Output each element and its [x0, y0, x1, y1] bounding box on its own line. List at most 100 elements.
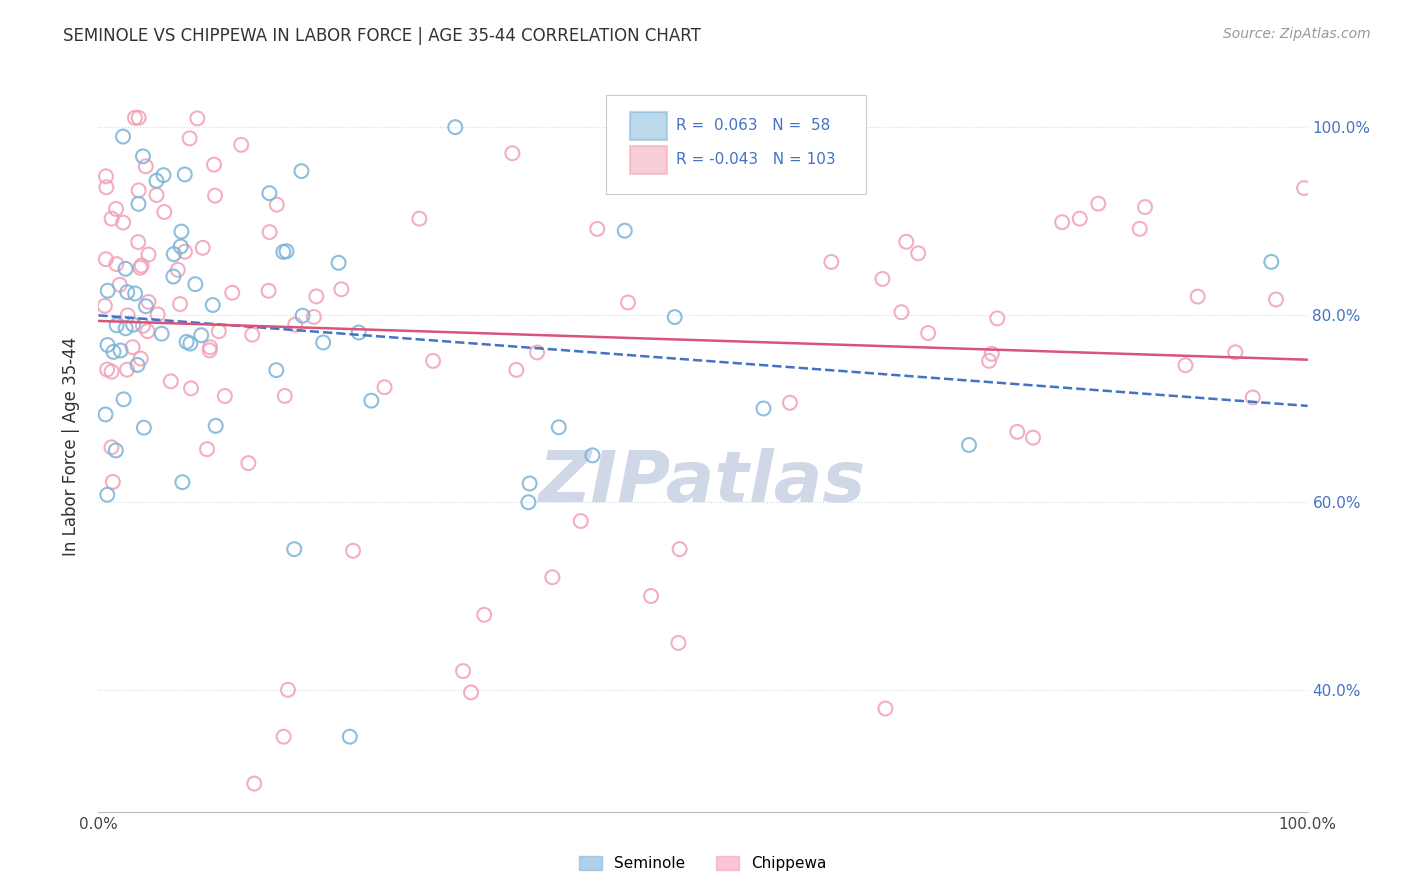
Text: R = -0.043   N = 103: R = -0.043 N = 103: [676, 152, 837, 167]
Point: [114, 261, 136, 276]
Point: [127, 358, 149, 372]
Point: [145, 188, 167, 202]
Point: [779, 396, 801, 410]
Point: [664, 310, 686, 324]
Point: [875, 701, 897, 715]
Point: [274, 389, 297, 403]
Point: [170, 225, 193, 239]
Point: [541, 570, 564, 584]
Point: [1022, 431, 1045, 445]
Text: ZIPatlas: ZIPatlas: [540, 448, 866, 517]
Point: [121, 340, 143, 354]
Point: [231, 137, 253, 152]
Point: [1069, 211, 1091, 226]
Point: [166, 262, 188, 277]
Point: [1129, 222, 1152, 236]
Point: [342, 543, 364, 558]
Point: [132, 318, 155, 333]
Point: [668, 636, 690, 650]
Point: [517, 495, 540, 509]
Point: [103, 344, 125, 359]
Point: [221, 285, 243, 300]
Point: [94, 408, 117, 422]
Point: [104, 443, 127, 458]
Point: [1174, 358, 1197, 372]
Point: [122, 318, 145, 332]
FancyBboxPatch shape: [606, 95, 866, 194]
Point: [96, 338, 118, 352]
Point: [128, 183, 150, 197]
Point: [179, 336, 201, 351]
Point: [872, 272, 894, 286]
Point: [668, 542, 690, 557]
Point: [114, 321, 136, 335]
Point: [451, 664, 474, 678]
Point: [124, 111, 146, 125]
Point: [138, 247, 160, 261]
Point: [132, 420, 155, 434]
Point: [328, 256, 350, 270]
Point: [129, 351, 152, 366]
Point: [112, 216, 135, 230]
Point: [360, 393, 382, 408]
Point: [373, 380, 395, 394]
Point: [259, 225, 281, 239]
Point: [115, 362, 138, 376]
Point: [201, 298, 224, 312]
Point: [408, 211, 430, 226]
Point: [752, 401, 775, 416]
Point: [277, 682, 299, 697]
Text: R =  0.063   N =  58: R = 0.063 N = 58: [676, 118, 831, 133]
Point: [1225, 345, 1247, 359]
Point: [957, 438, 980, 452]
Point: [94, 299, 117, 313]
Point: [472, 607, 495, 622]
Point: [176, 334, 198, 349]
Point: [152, 168, 174, 182]
Point: [266, 197, 288, 211]
Point: [501, 146, 523, 161]
Point: [191, 241, 214, 255]
Point: [180, 381, 202, 395]
Point: [128, 111, 150, 125]
Point: [422, 354, 444, 368]
Legend: Seminole, Chippewa: Seminole, Chippewa: [574, 850, 832, 877]
Point: [96, 180, 118, 194]
Point: [1087, 196, 1109, 211]
Point: [291, 309, 314, 323]
Point: [179, 131, 201, 145]
Bar: [630, 146, 666, 174]
Point: [96, 488, 118, 502]
Point: [266, 363, 288, 377]
Point: [586, 222, 609, 236]
Point: [145, 174, 167, 188]
Point: [243, 776, 266, 790]
Point: [110, 343, 132, 358]
Point: [169, 297, 191, 311]
Point: [907, 246, 929, 260]
Point: [214, 389, 236, 403]
Point: [547, 420, 569, 434]
Point: [173, 168, 195, 182]
Point: [127, 235, 149, 249]
Point: [105, 257, 128, 271]
Point: [986, 311, 1008, 326]
Point: [613, 224, 636, 238]
Point: [896, 235, 918, 249]
Point: [172, 475, 194, 490]
Point: [153, 205, 176, 219]
Point: [238, 456, 260, 470]
Point: [1133, 200, 1156, 214]
Point: [980, 347, 1002, 361]
Point: [138, 294, 160, 309]
Point: [581, 449, 603, 463]
Point: [100, 211, 122, 226]
Point: [339, 730, 361, 744]
Point: [820, 255, 842, 269]
Point: [96, 362, 118, 376]
Point: [283, 542, 305, 557]
Point: [1265, 293, 1288, 307]
Point: [108, 277, 131, 292]
Point: [129, 260, 152, 275]
Y-axis label: In Labor Force | Age 35-44: In Labor Force | Age 35-44: [62, 336, 80, 556]
